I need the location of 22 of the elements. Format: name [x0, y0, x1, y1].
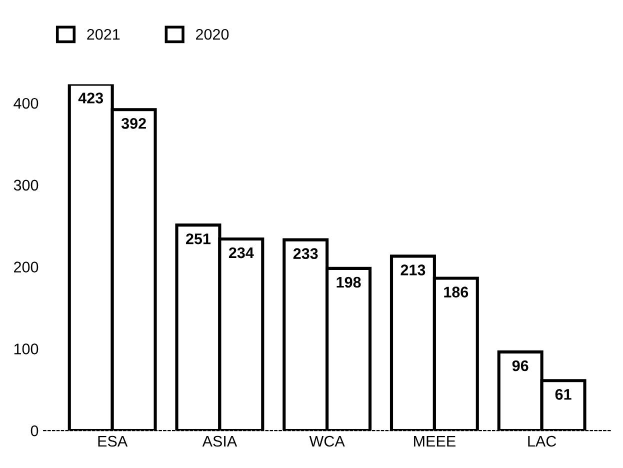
data-label: 213 — [400, 264, 426, 276]
data-label: 423 — [78, 92, 104, 104]
y-tick-label: 100 — [14, 344, 38, 354]
legend-label: 2021 — [87, 28, 120, 40]
data-label: 61 — [555, 389, 572, 400]
x-tick-label: LAC — [528, 436, 556, 447]
data-label: 96 — [512, 360, 528, 372]
y-tick-label: 400 — [14, 98, 38, 109]
x-tick-label: ASIA — [202, 436, 238, 447]
data-label: 251 — [186, 233, 211, 244]
data-label: 198 — [336, 276, 361, 288]
x-tick-label: WCA — [309, 436, 345, 447]
data-label: 234 — [228, 247, 254, 258]
y-tick-label: 300 — [14, 180, 38, 191]
x-tick-label: ESA — [98, 436, 128, 447]
legend-label: 2020 — [196, 28, 229, 40]
y-tick-label: 200 — [14, 262, 38, 272]
data-label: 392 — [121, 118, 146, 129]
y-tick-label: 0 — [30, 425, 38, 436]
data-label: 233 — [293, 248, 318, 260]
x-tick-label: MEEE — [414, 436, 456, 446]
data-label: 186 — [444, 286, 468, 298]
